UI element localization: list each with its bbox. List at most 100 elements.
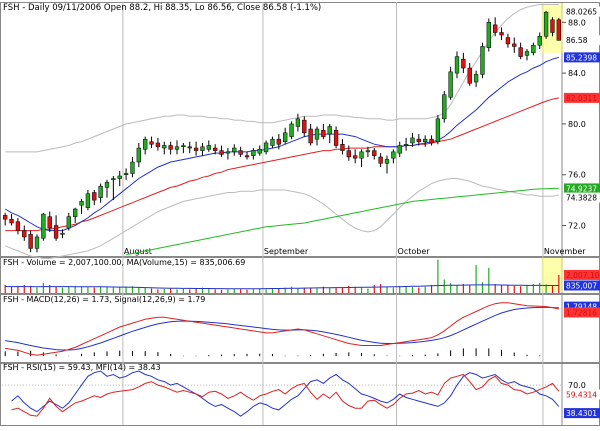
candle-body — [499, 32, 504, 36]
rsi-panel: 70.0 — [2, 370, 586, 417]
candle-body — [123, 173, 129, 175]
candle-body — [143, 138, 148, 150]
candle-body — [505, 37, 511, 45]
candle-body — [454, 56, 460, 74]
candle-body — [397, 145, 402, 154]
candle-body — [289, 123, 294, 137]
panel-frame — [0, 2, 600, 257]
candle-body — [384, 159, 390, 164]
price-tick-label: 84.0 — [568, 69, 586, 78]
volume-panel — [4, 259, 560, 293]
candle-body — [60, 232, 65, 235]
candle-body — [251, 150, 256, 156]
candle-body — [550, 19, 555, 33]
mid-moving-average-line — [5, 97, 559, 232]
candle-body — [314, 128, 320, 140]
price-tick-label: 80.0 — [568, 120, 586, 129]
candle-body — [378, 156, 383, 164]
rsi-value-label: 59.4314 — [566, 391, 597, 400]
candle-body — [174, 146, 180, 150]
candle-body — [47, 216, 52, 229]
candle-body — [85, 193, 91, 208]
candle-body — [98, 185, 103, 198]
candle-body — [518, 47, 523, 57]
candle-body — [295, 118, 301, 127]
candle-body — [283, 132, 288, 142]
volume-value-label-box — [564, 269, 600, 280]
macd-line — [5, 302, 559, 356]
candle-body — [321, 130, 326, 137]
price-value-label-box — [564, 92, 600, 103]
price-value-label-box — [564, 35, 600, 46]
candle-body — [410, 137, 415, 144]
x-tick-label: September — [264, 247, 309, 256]
candle-body — [423, 138, 428, 142]
candle-body — [429, 138, 434, 144]
candle-body — [531, 44, 536, 54]
x-tick-label: October — [398, 247, 431, 256]
candle-body — [543, 11, 549, 37]
price-panel: 88.0 84.0 80.0 76.0 72.0 — [3, 4, 586, 259]
x-tick-label: August — [124, 247, 152, 256]
candle-body — [327, 126, 332, 135]
price-value-label: 86.58 — [566, 36, 588, 45]
volume-highlight-box — [541, 258, 563, 292]
candle-body — [257, 149, 262, 154]
candle-body — [232, 147, 237, 153]
price-panel-title: FSH - Daily 09/11/2006 Open 88.2, Hi 88.… — [3, 3, 321, 13]
candle-body — [486, 22, 491, 48]
candle-body — [473, 74, 479, 83]
price-value-label: 74.9237 — [566, 184, 597, 193]
candle-body — [365, 150, 371, 153]
candle-body — [117, 175, 122, 179]
rsi-line — [11, 373, 560, 417]
candle-body — [346, 150, 351, 158]
macd-value-label: 1.72816 — [566, 308, 597, 317]
candle-body — [340, 143, 345, 151]
candle-body — [556, 19, 561, 41]
price-value-label-box — [564, 192, 600, 203]
candle-body — [53, 225, 59, 239]
price-value-label: 82.0311 — [566, 94, 597, 103]
panel-frame — [0, 363, 600, 426]
candle-body — [244, 155, 250, 158]
macd-signal-line — [5, 306, 559, 351]
price-value-label-box — [564, 52, 600, 63]
candle-body — [130, 161, 135, 174]
candle-body — [41, 213, 46, 239]
candle-body — [219, 150, 224, 155]
rsi-value-label: 38.4301 — [566, 409, 597, 418]
volume-value-label: 835,007 — [566, 281, 597, 290]
candle-body — [263, 142, 269, 153]
candle-body — [3, 215, 8, 220]
candle-body — [168, 145, 173, 150]
candle-body — [111, 178, 116, 181]
candle-body — [73, 208, 78, 217]
candle-body — [333, 130, 339, 146]
candle-body — [442, 94, 447, 120]
candle-body — [92, 192, 97, 201]
candle-body — [104, 182, 110, 188]
volume-value-label-box — [564, 280, 600, 291]
candle-body — [524, 51, 530, 56]
candle-body — [136, 147, 141, 163]
price-tick-label: 88.0 — [568, 18, 586, 27]
candle-body — [238, 150, 243, 155]
rsi-value-label-box — [564, 408, 600, 419]
candle-body — [162, 145, 167, 149]
mfi-line — [11, 370, 560, 417]
candle-body — [225, 151, 231, 154]
candle-body — [66, 216, 71, 229]
price-value-label: 88.0265 — [566, 8, 597, 17]
candle-body — [391, 151, 396, 159]
upper-band-line — [5, 4, 559, 153]
candle-body — [181, 145, 186, 148]
candle-body — [9, 218, 14, 224]
price-value-label: 74.3828 — [566, 194, 597, 203]
candle-body — [416, 138, 421, 142]
candle-body — [187, 146, 192, 149]
candle-body — [403, 143, 409, 146]
